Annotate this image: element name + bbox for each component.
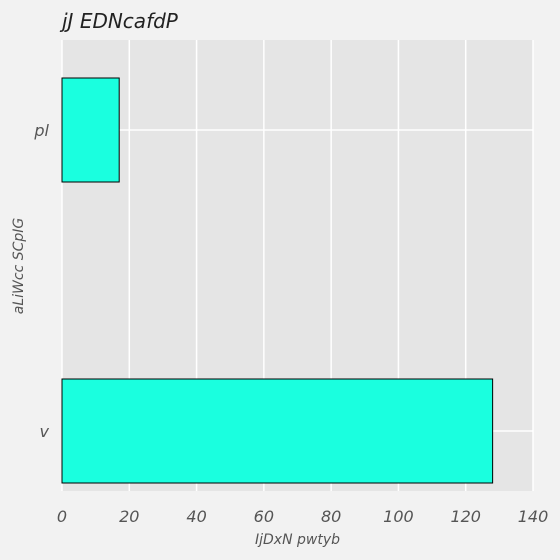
x-tick-label-40: 40 <box>186 507 206 526</box>
x-tick-labels: 0 20 40 60 80 100 120 140 <box>57 507 548 526</box>
x-tick-label-80: 80 <box>321 507 341 526</box>
bar-pl <box>61 77 120 183</box>
x-axis-label: IjDxN pwtyb <box>255 532 340 548</box>
y-tick-label-pl: pl <box>33 121 49 140</box>
y-axis-label: aLiWcc SCpIG <box>11 218 27 315</box>
chart-title: jJ EDNcafdP <box>59 9 179 33</box>
y-tick-labels: pl v <box>33 121 49 441</box>
x-tick-label-120: 120 <box>450 507 481 526</box>
x-tick-label-0: 0 <box>57 507 67 526</box>
x-tick-label-20: 20 <box>119 507 139 526</box>
x-tick-label-140: 140 <box>518 507 549 526</box>
x-tick-label-100: 100 <box>383 507 414 526</box>
bar-v <box>61 378 494 484</box>
y-tick-label-v: v <box>40 422 50 441</box>
bars <box>61 77 494 484</box>
x-tick-label-60: 60 <box>254 507 274 526</box>
